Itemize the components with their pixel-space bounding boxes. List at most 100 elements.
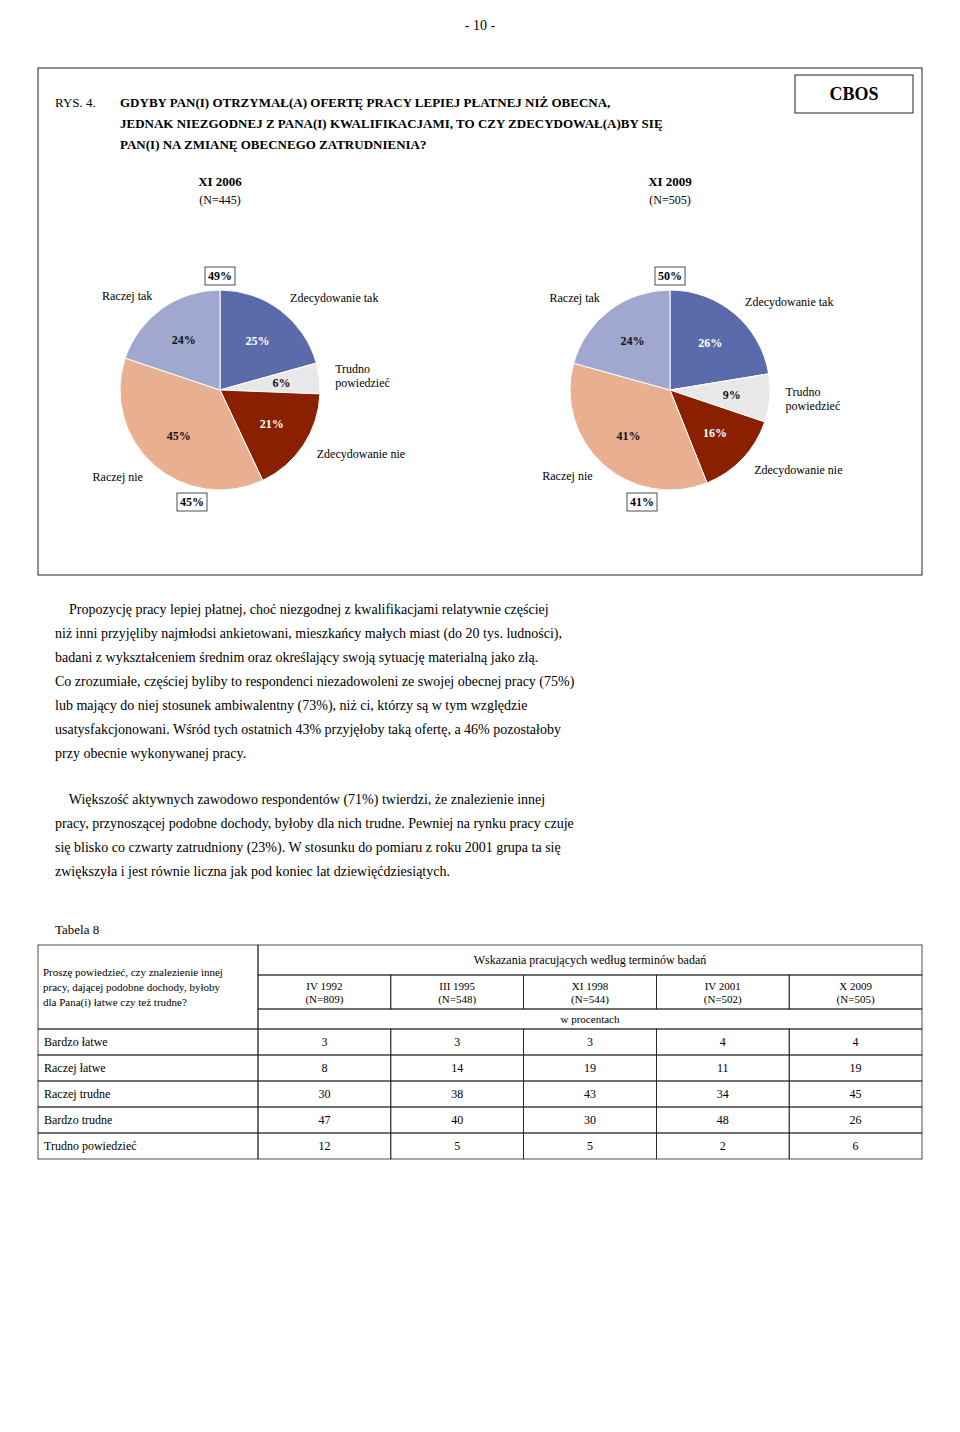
- paragraph-line: przy obecnie wykonywanej pracy.: [55, 746, 246, 761]
- text-line: IV 2001: [705, 980, 741, 992]
- paragraph-line: Propozycję pracy lepiej płatnej, choć ni…: [55, 602, 549, 617]
- cell-value: 47: [318, 1113, 330, 1127]
- cell-value: 19: [584, 1061, 596, 1075]
- category-label: Zdecydowanie tak: [290, 291, 378, 305]
- category-label: Zdecydowanie nie: [754, 463, 842, 477]
- table-cell: [656, 975, 789, 1009]
- column-header: III 1995(N=548): [438, 980, 476, 1006]
- table-cell: [258, 945, 922, 975]
- annotation-box: [205, 267, 235, 285]
- category-label: Raczej tak: [549, 291, 599, 305]
- value-cell: [789, 1055, 922, 1081]
- table: Proszę powiedzieć, czy znalezienie innej…: [38, 945, 922, 1159]
- row-label: Raczej trudne: [44, 1087, 110, 1101]
- text-line: (N=502): [704, 993, 742, 1006]
- cell-value: 5: [587, 1139, 593, 1153]
- paragraph-line: się blisko co czwarty zatrudniony (23%).…: [55, 840, 561, 856]
- value-cell: [789, 1133, 922, 1159]
- table-cell: [258, 975, 391, 1009]
- value-cell: [656, 1107, 789, 1133]
- paragraph-line: Co zrozumiałe, częściej byliby to respon…: [55, 674, 575, 690]
- value-cell: [656, 1029, 789, 1055]
- text-line: Raczej tak: [549, 291, 599, 305]
- annotation-box: [177, 493, 207, 511]
- page-number: - 10 -: [465, 18, 496, 33]
- text-line: (N=809): [305, 993, 343, 1006]
- text-line: Raczej tak: [102, 289, 152, 303]
- table-cell: [789, 975, 922, 1009]
- chart-title: XI 2009: [648, 174, 692, 189]
- row-label: Trudno powiedzieć: [44, 1139, 137, 1153]
- data-labels: 25%6%21%45%24%: [167, 333, 291, 444]
- text-line: dla Pana(i) łatwe czy też trudne?: [43, 996, 187, 1009]
- text-line: X 2009: [839, 980, 872, 992]
- category-label: Trudnopowiedzieć: [786, 385, 841, 413]
- text-line: III 1995: [439, 980, 475, 992]
- value-cell: [258, 1081, 391, 1107]
- value-cell: [391, 1107, 524, 1133]
- cell-value: 43: [584, 1087, 596, 1101]
- text-line: powiedzieć: [335, 376, 390, 390]
- source-frame: [795, 75, 913, 113]
- data-label: 41%: [617, 429, 641, 443]
- data-label: 24%: [620, 334, 644, 348]
- table-question: Proszę powiedzieć, czy znalezienie innej…: [43, 966, 223, 1009]
- text-line: powiedzieć: [786, 399, 841, 413]
- cell-value: 6: [853, 1139, 859, 1153]
- figure-label: RYS. 4.: [55, 95, 96, 110]
- text-line: (N=505): [837, 993, 875, 1006]
- chart-subtitle: (N=445): [199, 193, 240, 207]
- annotation-text: 45%: [180, 495, 204, 509]
- paragraph-line: niż inni przyjęliby najmłodsi ankietowan…: [55, 626, 562, 642]
- value-cell: [258, 1107, 391, 1133]
- chart-subtitle: (N=505): [649, 193, 690, 207]
- paragraph-line: zwiększyła i jest równie liczna jak pod …: [55, 864, 450, 879]
- cell-value: 38: [451, 1087, 463, 1101]
- annotation-text: 41%: [630, 495, 654, 509]
- cell-value: 11: [717, 1061, 729, 1075]
- category-label: Raczej nie: [93, 470, 143, 484]
- slice: [220, 363, 320, 394]
- source-label: CBOS: [829, 84, 878, 104]
- cell-value: 2: [720, 1139, 726, 1153]
- page: - 10 -CBOSRYS. 4.GDYBY PAN(I) OTRZYMAŁ(A…: [0, 0, 960, 1432]
- cell-value: 19: [850, 1061, 862, 1075]
- value-cell: [391, 1055, 524, 1081]
- data-label: 26%: [698, 336, 722, 350]
- annotation: 41%: [627, 493, 657, 511]
- data-labels: 26%9%16%41%24%: [617, 334, 741, 444]
- cell-value: 30: [318, 1087, 330, 1101]
- paragraph-line: badani z wykształceniem średnim oraz okr…: [55, 650, 538, 665]
- annotation-text: 50%: [658, 269, 682, 283]
- table-title: Tabela 8: [55, 922, 99, 937]
- value-cell: [391, 1029, 524, 1055]
- text-line: Zdecydowanie tak: [745, 295, 833, 309]
- data-label: 6%: [273, 376, 291, 390]
- paragraph-line: pracy, przynoszącej podobne dochody, był…: [55, 816, 574, 831]
- category-label: Raczej tak: [102, 289, 152, 303]
- cell-value: 14: [451, 1061, 463, 1075]
- text-line: (N=544): [571, 993, 609, 1006]
- text-line: Zdecydowanie tak: [290, 291, 378, 305]
- paragraph-line: lub mający do niej stosunek ambiwalentny…: [55, 698, 527, 714]
- category-label: Zdecydowanie tak: [745, 295, 833, 309]
- cell-value: 4: [720, 1035, 726, 1049]
- text-line: (N=548): [438, 993, 476, 1006]
- figure-title: JEDNAK NIEZGODNEJ Z PANA(I) KWALIFIKACJA…: [120, 116, 663, 131]
- slices: [120, 290, 320, 490]
- text-line: pracy, dającej podobne dochody, byłoby: [43, 981, 220, 993]
- row-label: Raczej łatwe: [44, 1061, 106, 1075]
- column-header: XI 1998(N=544): [571, 980, 609, 1006]
- value-cell: [524, 1107, 657, 1133]
- text-line: Raczej nie: [542, 469, 592, 483]
- value-cell: [391, 1133, 524, 1159]
- pie-chart: 25%6%21%45%24%Zdecydowanie takTrudnopowi…: [93, 267, 405, 511]
- category-label: Raczej nie: [542, 469, 592, 483]
- cell-value: 4: [853, 1035, 859, 1049]
- slice: [125, 290, 220, 390]
- data-label: 9%: [723, 388, 741, 402]
- category-label: Zdecydowanie nie: [317, 447, 405, 461]
- text-line: Trudno: [786, 385, 821, 399]
- value-cell: [789, 1081, 922, 1107]
- table-cell: [391, 975, 524, 1009]
